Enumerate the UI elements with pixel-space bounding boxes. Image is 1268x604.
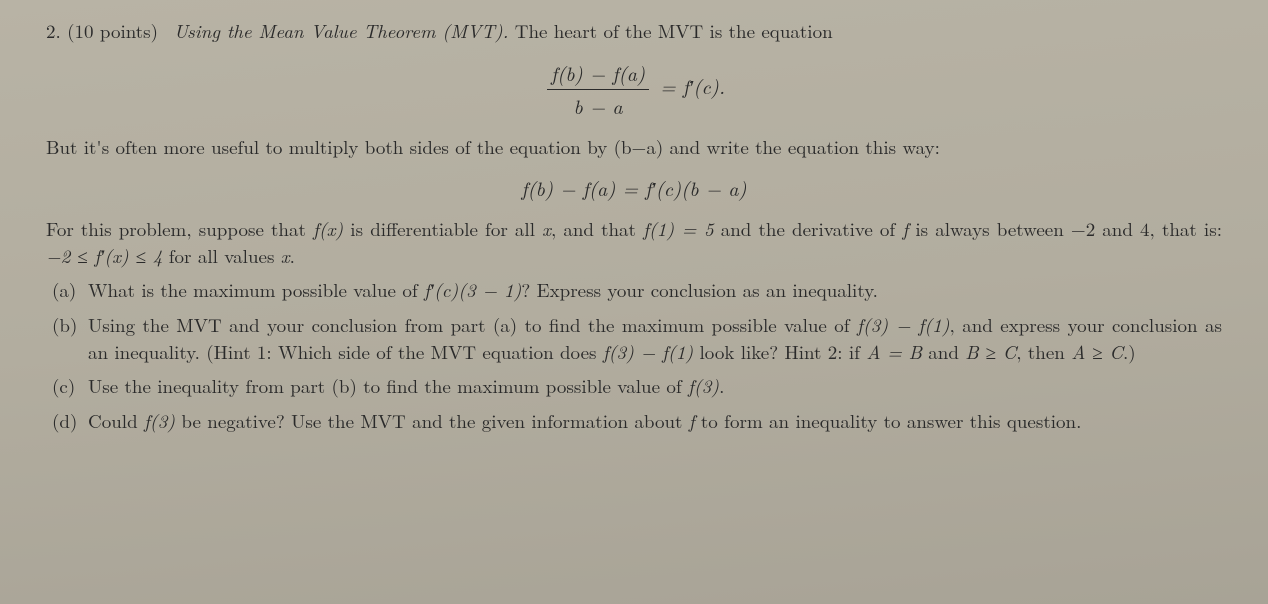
text: and the derivative of — [714, 215, 903, 242]
fraction-numerator: f(b) − f(a) — [547, 59, 649, 90]
text: . — [719, 372, 724, 399]
text: for all values — [162, 242, 280, 269]
part-body: Using the MVT and your conclusion from p… — [88, 312, 1222, 365]
math-expr: f(3) − f(1) — [857, 311, 950, 338]
math-expr: f′(c)(3 − 1) — [424, 276, 521, 303]
fraction: f(b) − f(a) b − a — [547, 59, 649, 120]
math-expr: f(3) — [144, 407, 175, 434]
math-fx: f(x) — [313, 215, 343, 242]
problem-title: Using the Mean Value Theorem (MVT). — [174, 17, 509, 44]
problem-number: 2. — [46, 17, 61, 44]
problem-points: (10 points) — [67, 17, 158, 44]
math-x: x — [542, 215, 551, 242]
math-deriv-bound: −2 ≤ f′(x) ≤ 4 — [46, 242, 162, 269]
text: ? Express your conclusion as an inequali… — [521, 276, 878, 303]
math-x2: x — [281, 242, 290, 269]
text: Could — [88, 407, 144, 434]
fraction-denominator: b − a — [547, 90, 649, 120]
intro-text: The heart of the MVT is the equation — [508, 17, 832, 44]
math-hint: A ≥ C — [1071, 338, 1123, 365]
text: is always between −2 and 4, that is: — [908, 215, 1222, 242]
text: is differentiable for all — [343, 215, 542, 242]
text: , then — [1016, 338, 1071, 365]
text: be negative? Use the MVT and the given i… — [175, 407, 689, 434]
problem-heading: 2. (10 points) Using the Mean Value Theo… — [46, 18, 1222, 45]
part-label: (b) — [46, 312, 88, 365]
math-f1: f(1) = 5 — [643, 215, 714, 242]
text: , and that — [551, 215, 643, 242]
math-expr: f(3) − f(1) — [603, 338, 693, 365]
parts-list: (a) What is the maximum possible value o… — [46, 277, 1222, 434]
part-d: (d) Could f(3) be negative? Use the MVT … — [46, 408, 1222, 435]
part-label: (d) — [46, 408, 88, 435]
text: What is the maximum possible value of — [88, 276, 424, 303]
problem-2: 2. (10 points) Using the Mean Value Theo… — [46, 18, 1222, 434]
math-hint: B ≥ C — [965, 338, 1016, 365]
equation-2: f(b) − f(a) = f′(c)(b − a) — [46, 174, 1222, 202]
part-body: What is the maximum possible value of f′… — [88, 277, 1222, 304]
part-label: (a) — [46, 277, 88, 304]
part-c: (c) Use the inequality from part (b) to … — [46, 373, 1222, 400]
paragraph-mid1: But it's often more useful to multiply b… — [46, 134, 1222, 161]
part-body: Use the inequality from part (b) to find… — [88, 373, 1222, 400]
text: . — [290, 242, 295, 269]
part-body: Could f(3) be negative? Use the MVT and … — [88, 408, 1222, 435]
equation-rhs: = f′(c). — [653, 70, 725, 99]
text: and — [922, 338, 965, 365]
math-expr: f(3) — [688, 372, 719, 399]
equation-1: f(b) − f(a) b − a = f′(c). — [46, 59, 1222, 120]
math-hint: A = B — [866, 338, 922, 365]
text: Using the MVT and your conclusion from p… — [88, 311, 857, 338]
paragraph-mid2: For this problem, suppose that f(x) is d… — [46, 216, 1222, 269]
text: Use the inequality from part (b) to find… — [88, 372, 688, 399]
text: .) — [1123, 338, 1136, 365]
text: look like? Hint 2: if — [693, 338, 866, 365]
part-a: (a) What is the maximum possible value o… — [46, 277, 1222, 304]
text: For this problem, suppose that — [46, 215, 313, 242]
part-label: (c) — [46, 373, 88, 400]
text: to form an inequality to answer this que… — [695, 407, 1082, 434]
part-b: (b) Using the MVT and your conclusion fr… — [46, 312, 1222, 365]
